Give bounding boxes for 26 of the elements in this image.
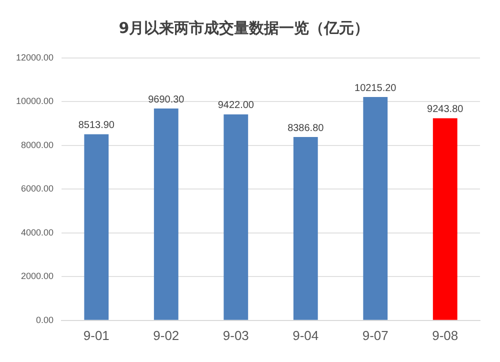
bar bbox=[293, 137, 318, 320]
x-tick-label: 9-03 bbox=[222, 328, 249, 343]
data-label: 9422.00 bbox=[218, 100, 254, 112]
y-tick-label: 0.00 bbox=[36, 314, 54, 325]
bar bbox=[363, 97, 388, 320]
data-label: 9690.30 bbox=[148, 94, 185, 106]
x-tick-label: 9-04 bbox=[292, 328, 319, 343]
bar bbox=[84, 134, 109, 320]
data-label: 8513.90 bbox=[78, 120, 115, 131]
y-tick-label: 2000.00 bbox=[20, 271, 54, 282]
data-label: 8386.80 bbox=[288, 122, 324, 134]
chart-title: 9月以来两市成交量数据一览（亿元） bbox=[118, 18, 370, 37]
y-tick-label: 12000.00 bbox=[16, 52, 54, 62]
x-tick-label: 9-08 bbox=[432, 328, 458, 343]
y-tick-label: 8000.00 bbox=[20, 140, 54, 150]
y-tick-label: 6000.00 bbox=[20, 184, 54, 194]
x-tick-label: 9-01 bbox=[83, 328, 110, 343]
bar bbox=[154, 108, 178, 320]
y-tick-label: 4000.00 bbox=[20, 227, 54, 238]
y-tick-label: 10000.00 bbox=[16, 96, 54, 106]
bar bbox=[224, 114, 248, 320]
bar bbox=[432, 118, 458, 320]
x-tick-label: 9-02 bbox=[153, 328, 180, 343]
x-tick-label: 9-07 bbox=[362, 328, 388, 343]
data-label: 9243.80 bbox=[427, 104, 464, 116]
data-label: 10215.20 bbox=[354, 82, 397, 94]
